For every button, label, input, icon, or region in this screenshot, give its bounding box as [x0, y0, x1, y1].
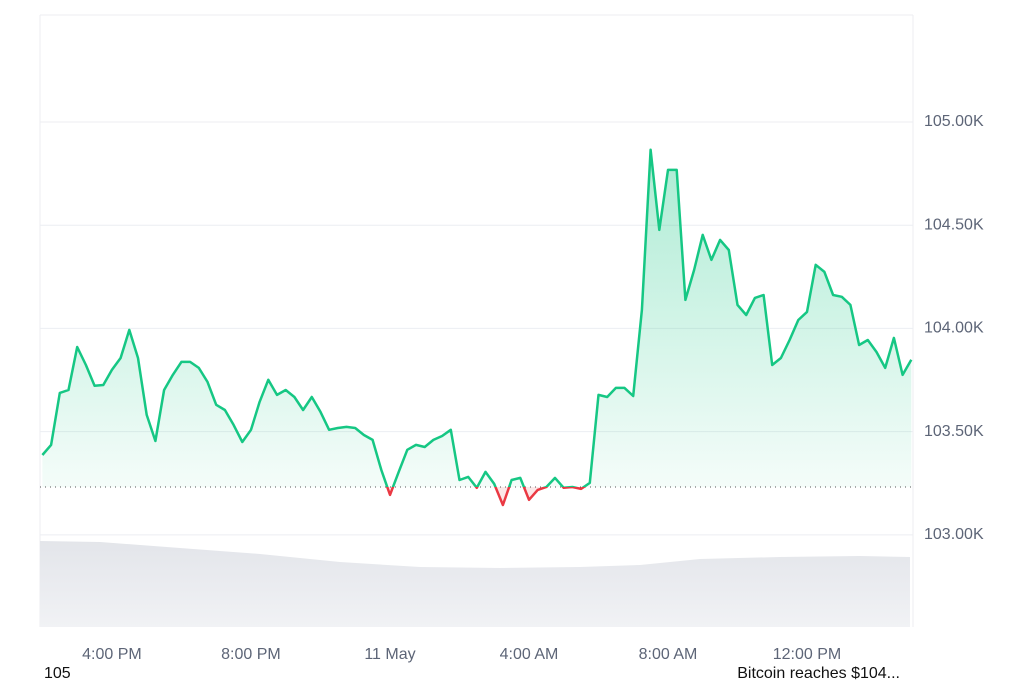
footer-right: Bitcoin reaches $104...	[737, 665, 900, 682]
x-tick-label: 11 May	[364, 646, 415, 663]
x-tick-label: 8:00 AM	[639, 646, 698, 663]
footer-left: 105	[44, 665, 71, 682]
price-line-below	[385, 487, 587, 507]
y-tick-label: 104.50K	[924, 216, 984, 233]
y-tick-label: 103.00K	[924, 526, 984, 543]
y-tick-label: 104.00K	[924, 320, 984, 337]
y-tick-label: 105.00K	[924, 113, 984, 130]
y-tick-label: 103.50K	[924, 423, 984, 440]
x-tick-label: 4:00 AM	[500, 646, 559, 663]
area	[42, 149, 912, 488]
x-tick-label: 4:00 PM	[82, 646, 142, 663]
x-tick-label: 8:00 PM	[221, 646, 281, 663]
price-line	[41, 148, 913, 488]
x-tick-label: 12:00 PM	[773, 646, 841, 663]
volume-area	[40, 541, 910, 627]
